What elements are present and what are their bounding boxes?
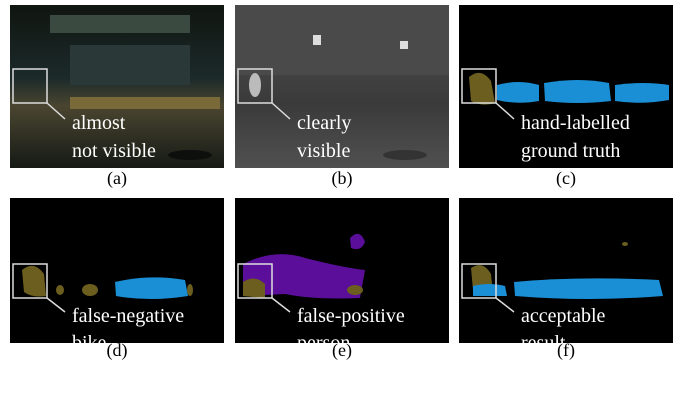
panel-label: (c) xyxy=(556,168,576,189)
annotation: not visible xyxy=(72,140,156,162)
annotation: false-positive xyxy=(297,305,405,327)
annotation: ground truth xyxy=(521,140,620,162)
panel-label: (d) xyxy=(107,340,128,361)
annotation: hand-labelled xyxy=(521,112,630,134)
panel-label: (e) xyxy=(332,340,352,361)
annotation: visible xyxy=(297,140,350,162)
annotation: almost xyxy=(72,112,126,134)
annotation: acceptable xyxy=(521,305,605,327)
annotation: clearly xyxy=(297,112,351,134)
panel-label: (f) xyxy=(557,340,575,361)
panel-label: (b) xyxy=(332,168,353,189)
annotation: false-negative xyxy=(72,305,184,327)
figure: almost not visible (a) clearly visible (b) han… xyxy=(0,0,683,396)
panel-label: (a) xyxy=(107,168,127,189)
annotation: bike xyxy=(72,332,107,354)
